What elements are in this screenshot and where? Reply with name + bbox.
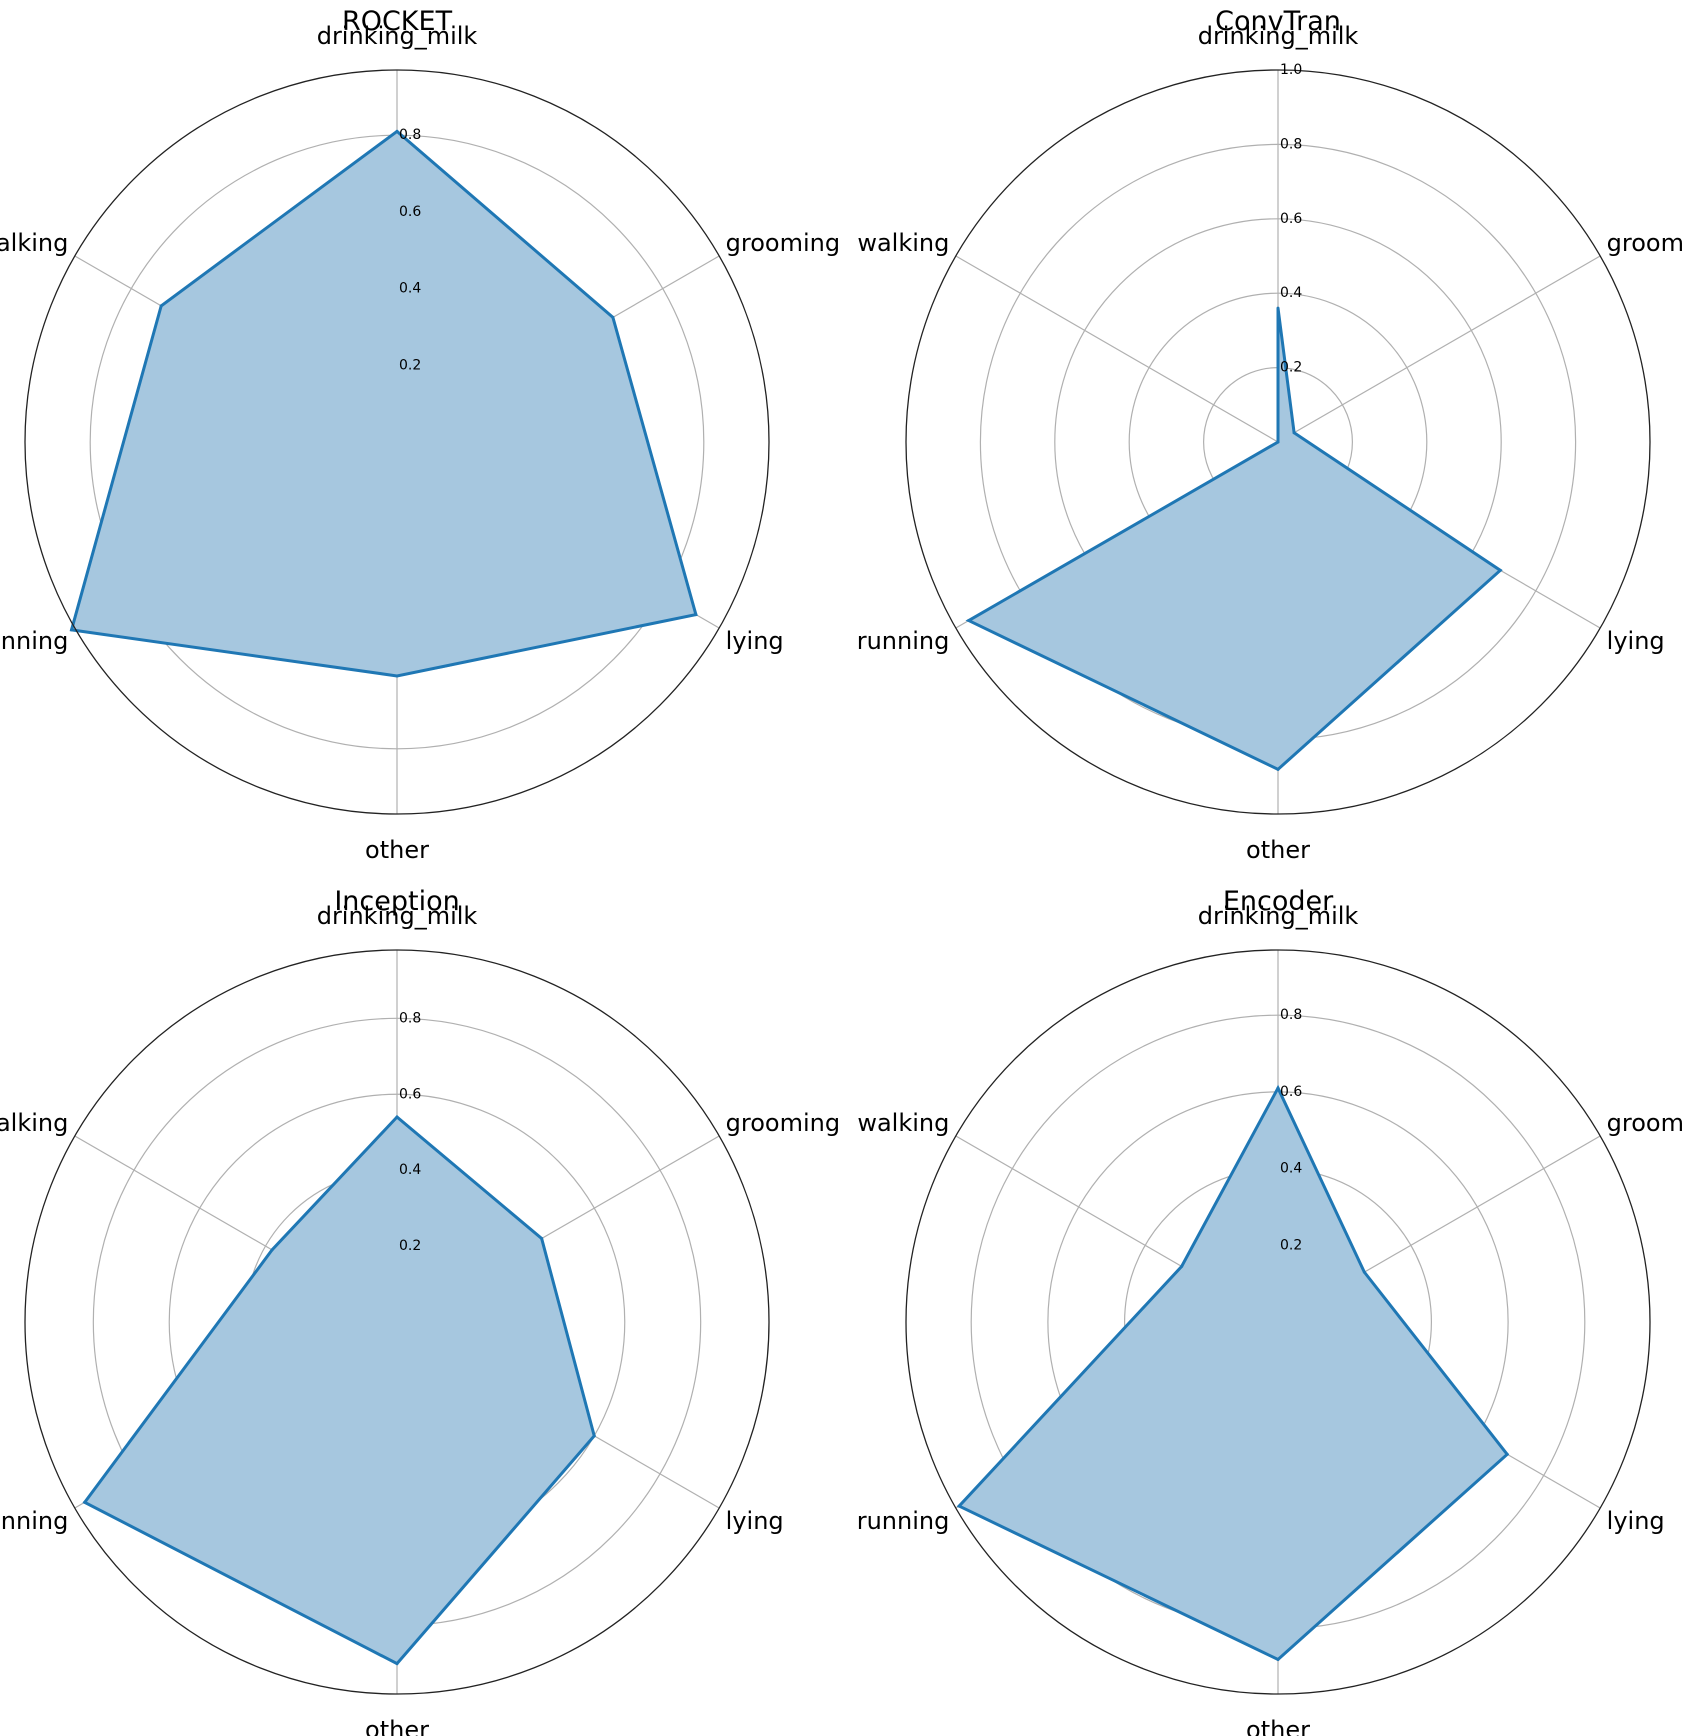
angular-gridline [1277, 255, 1601, 443]
radial-tick-label: 0.4 [399, 281, 421, 297]
series-fill-area [71, 131, 696, 676]
polar-frame [24, 69, 770, 815]
radar-panel: 0.2 0.4 0.6 0.8 drinking_milk grooming lying ot… [0, 886, 840, 1736]
data-point [1276, 306, 1280, 310]
data-point [1498, 568, 1502, 572]
data-point [1276, 1657, 1280, 1661]
radar-panel: 0.2 0.4 0.6 0.8 1.0 drinking_milk grooming lyin… [857, 6, 1685, 864]
data-point [395, 129, 399, 133]
category-label: drinking_milk [1198, 902, 1359, 930]
radial-tick-label: 0.6 [399, 1086, 421, 1102]
polar-frame [905, 949, 1651, 1695]
data-point [83, 1500, 87, 1504]
category-label: lying [1607, 1507, 1665, 1535]
category-label: grooming [1607, 229, 1685, 257]
chart-title: Inception [334, 886, 459, 917]
radial-tick-label: 0.6 [399, 204, 421, 220]
radial-tick-label: 1.0 [1280, 62, 1302, 78]
data-point [1276, 767, 1280, 771]
category-label: drinking_milk [317, 902, 478, 930]
series-fill-area [968, 308, 1501, 770]
category-label: walking [857, 1109, 949, 1137]
radial-tick-label: 0.8 [399, 127, 421, 143]
radial-tick-label: 0.2 [399, 1238, 421, 1254]
data-point [611, 315, 615, 319]
category-label: grooming [726, 1109, 840, 1137]
data-point [592, 1434, 596, 1438]
data-point [159, 304, 163, 308]
radar-panel: 0.2 0.4 0.6 0.8 drinking_milk grooming lying ot… [0, 6, 840, 864]
data-point [270, 1248, 274, 1252]
chart-title: Encoder [1223, 886, 1334, 917]
data-point [694, 613, 698, 617]
radial-tick-label: 0.8 [1280, 136, 1302, 152]
category-label: grooming [726, 229, 840, 257]
radial-tick-label: 0.8 [1280, 1007, 1302, 1023]
series-fill-area [84, 1117, 595, 1664]
data-point [967, 619, 971, 623]
category-label: other [1246, 836, 1310, 864]
category-label: lying [726, 627, 784, 655]
radial-tick-label: 0.4 [1280, 285, 1302, 301]
angular-gridline [955, 255, 1279, 443]
category-label: other [365, 1716, 429, 1736]
category-label: lying [726, 1507, 784, 1535]
data-point [1292, 431, 1296, 435]
category-label: running [857, 1507, 950, 1535]
data-point [957, 1504, 961, 1508]
category-label: other [1246, 1716, 1310, 1736]
category-label: running [0, 627, 68, 655]
data-point [1276, 440, 1280, 444]
category-label: walking [0, 229, 68, 257]
data-point [1276, 1086, 1280, 1090]
data-point [1362, 1270, 1366, 1274]
category-label: lying [1607, 627, 1665, 655]
series-fill-area [959, 1088, 1508, 1660]
radial-tick-label: 0.4 [399, 1162, 421, 1178]
polar-frame [905, 69, 1651, 815]
category-label: other [365, 836, 429, 864]
radial-tick-label: 0.6 [1280, 1084, 1302, 1100]
chart-title: ROCKET [342, 6, 453, 37]
data-point [1505, 1452, 1509, 1456]
radial-tick-label: 0.8 [399, 1010, 421, 1026]
radial-tick-label: 0.2 [399, 357, 421, 373]
data-point [395, 674, 399, 678]
data-point [540, 1236, 544, 1240]
radial-tick-label: 0.4 [1280, 1161, 1302, 1177]
data-point [395, 1115, 399, 1119]
chart-title: ConvTran [1215, 6, 1341, 37]
category-label: grooming [1607, 1109, 1685, 1137]
polar-frame [24, 949, 770, 1695]
data-point [70, 628, 74, 632]
category-label: running [0, 1507, 68, 1535]
data-point [395, 1662, 399, 1666]
category-label: walking [857, 229, 949, 257]
radial-tick-label: 0.2 [1280, 1237, 1302, 1253]
radial-tick-label: 0.6 [1280, 211, 1302, 227]
category-label: walking [0, 1109, 68, 1137]
category-label: drinking_milk [317, 22, 478, 50]
category-label: drinking_milk [1198, 22, 1359, 50]
data-point [1180, 1264, 1184, 1268]
radial-tick-label: 0.2 [1280, 360, 1302, 376]
category-label: running [857, 627, 950, 655]
radar-panel: 0.2 0.4 0.6 0.8 drinking_milk grooming lying ot… [857, 886, 1685, 1736]
